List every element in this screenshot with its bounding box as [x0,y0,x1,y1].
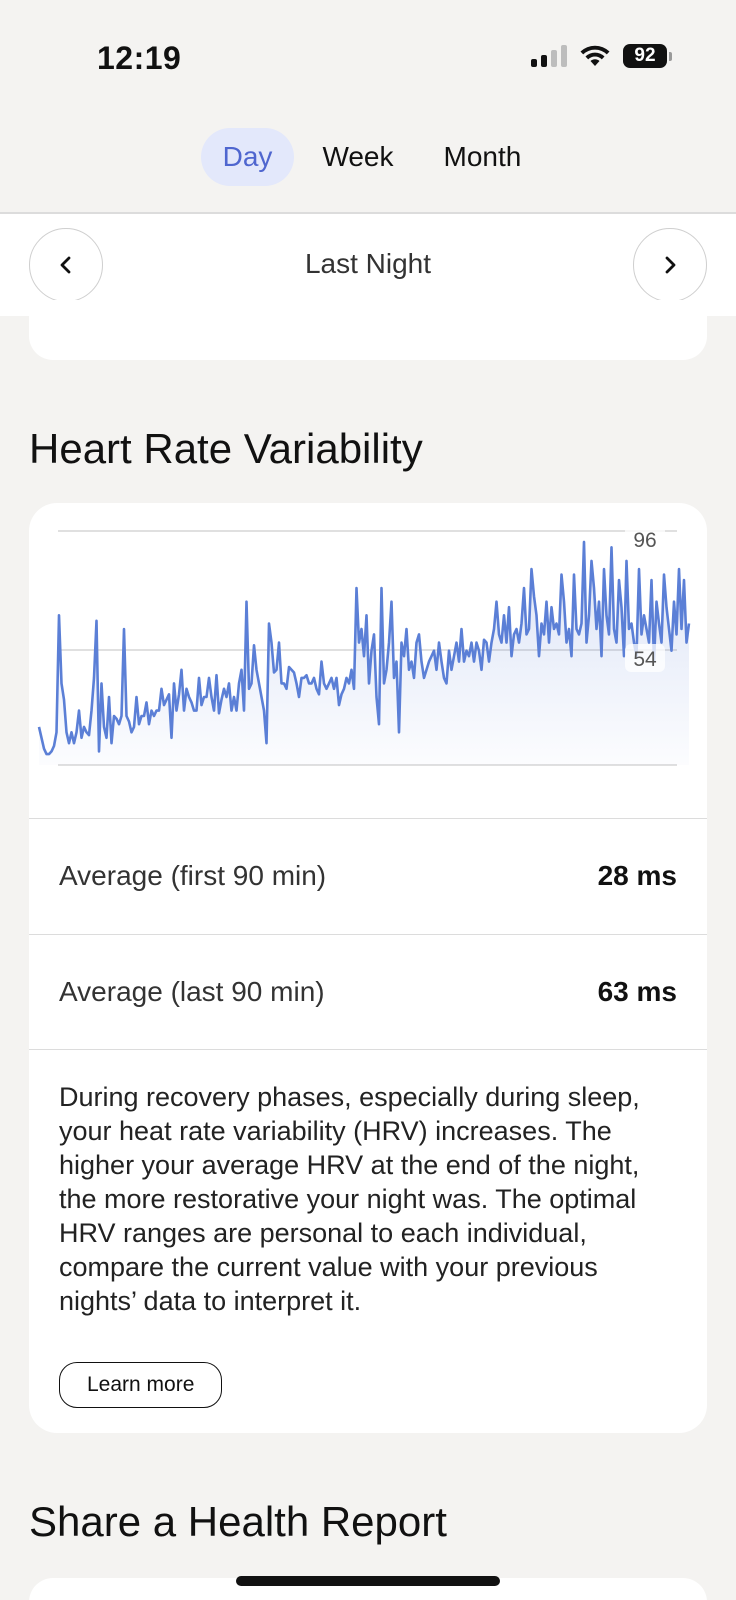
previous-button[interactable] [29,228,103,302]
hrv-chart-svg: 96 54 [37,525,691,766]
status-icons: 92 [531,44,672,68]
hrv-card: 96 54 Average (first 90 min) 28 ms Averag… [29,503,707,1433]
battery-icon: 92 [623,44,672,68]
period-tabs: Day Week Month [0,128,736,186]
hrv-area [39,541,689,765]
wifi-icon [580,45,610,66]
hrv-description-section: During recovery phases, especially durin… [29,1049,707,1408]
hrv-chart: 96 54 [29,503,707,818]
average-last-value: 63 ms [597,976,677,1007]
reference-label-bg [625,644,665,672]
average-first-row: Average (first 90 min) 28 ms [29,818,707,933]
reference-label-bg [625,525,665,553]
battery-level: 92 [623,44,667,68]
hrv-section-title: Heart Rate Variability [29,425,423,472]
share-report-title: Share a Health Report [29,1498,447,1545]
hrv-line [37,540,691,756]
date-navigation: Last Night [0,214,736,316]
header-divider [0,212,736,214]
tab-month[interactable]: Month [443,141,522,172]
reference-label: 96 [633,529,656,552]
status-time: 12:19 [97,40,182,76]
average-last-label: Average (last 90 min) [59,976,325,1007]
status-bar: 12:19 92 [0,0,736,120]
tab-day[interactable]: Day [200,128,295,186]
previous-card-bottom [29,300,707,360]
cellular-signal-icon [531,45,567,67]
chevron-left-icon [60,256,71,274]
chevron-right-icon [665,256,676,274]
date-range-title: Last Night [304,248,432,279]
hrv-description: During recovery phases, especially durin… [59,1082,640,1316]
reference-label: 54 [633,648,657,671]
home-indicator [236,1576,500,1586]
average-first-value: 28 ms [597,860,677,891]
tab-week[interactable]: Week [322,141,394,172]
average-first-label: Average (first 90 min) [59,860,327,891]
next-button[interactable] [633,228,707,302]
share-report-card[interactable] [29,1578,707,1600]
learn-more-button[interactable]: Learn more [59,1362,223,1408]
average-last-row: Average (last 90 min) 63 ms [29,934,707,1049]
